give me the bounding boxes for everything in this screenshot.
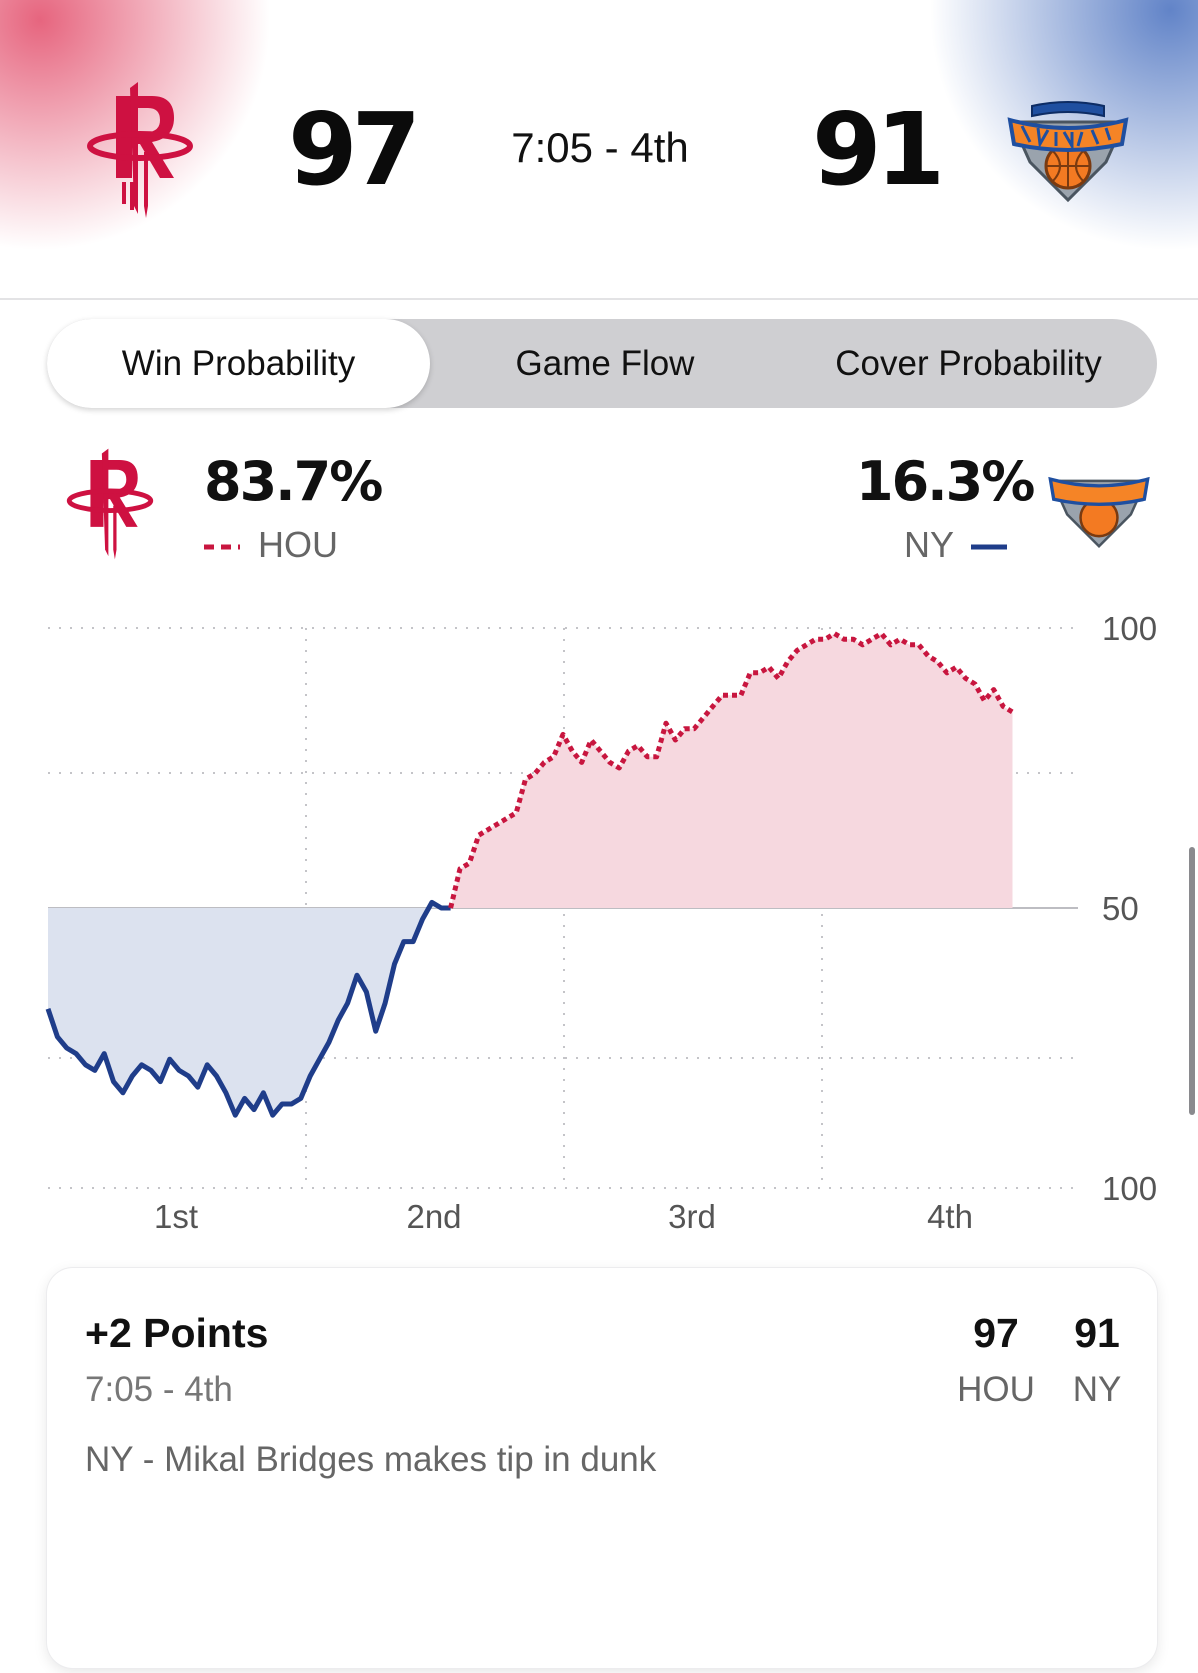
x-tick-label: 2nd: [406, 1198, 461, 1235]
x-tick-label: 3rd: [668, 1198, 716, 1235]
series-line-hou: [45, 899, 451, 1118]
scoreboard-header: 97 7:05 - 4th 91: [0, 0, 1198, 300]
home-team-abbr: HOU: [258, 524, 339, 565]
y-tick-label: 50: [1102, 890, 1139, 927]
scrollbar[interactable]: [1189, 847, 1195, 1115]
tab-cover-probability[interactable]: Cover Probability: [835, 344, 1102, 383]
win-probability-chart: 100 50 100 1st 2nd 3rd 4th: [45, 610, 1157, 1235]
play-description: NY - Mikal Bridges makes tip in dunk: [85, 1440, 657, 1479]
series-line-hou-dashed: [448, 631, 1014, 909]
x-tick-label: 4th: [927, 1198, 973, 1235]
play-away-team: NY: [1072, 1370, 1122, 1409]
away-team-abbr: NY: [904, 524, 954, 565]
play-home-score: 97: [973, 1310, 1019, 1356]
home-win-pct: 83.7%: [204, 450, 383, 513]
dashed-line-icon: [204, 544, 240, 550]
home-legend: HOU: [204, 525, 338, 565]
away-score: 91: [812, 91, 945, 208]
tab-win-probability[interactable]: Win Probability: [47, 319, 430, 408]
knicks-logo-icon[interactable]: [1006, 100, 1130, 204]
solid-line-icon: [971, 544, 1008, 550]
play-title: +2 Points: [85, 1310, 269, 1356]
knicks-small-logo-icon: [1048, 476, 1150, 549]
rockets-small-logo-icon: [66, 448, 154, 560]
x-tick-label: 1st: [154, 1198, 198, 1235]
y-tick-label: 100: [1102, 610, 1157, 647]
away-area-fill: [48, 902, 451, 1116]
game-clock: 7:05 - 4th: [511, 124, 689, 171]
y-tick-label: 100: [1102, 1170, 1157, 1207]
away-legend: NY: [904, 524, 1008, 565]
play-card[interactable]: +2 Points 7:05 - 4th NY - Mikal Bridges …: [47, 1268, 1157, 1668]
home-area-fill: [450, 633, 1013, 908]
play-time: 7:05 - 4th: [85, 1370, 233, 1409]
rockets-logo-icon[interactable]: [86, 82, 194, 218]
play-home-team: HOU: [957, 1370, 1035, 1409]
win-probability-panel: Win Probability Game Flow Cover Probabil…: [0, 300, 1198, 1673]
view-tabs: Win Probability Game Flow Cover Probabil…: [47, 319, 1157, 408]
away-win-pct: 16.3%: [856, 450, 1035, 513]
home-score: 97: [288, 91, 421, 208]
tab-game-flow[interactable]: Game Flow: [515, 344, 695, 383]
play-away-score: 91: [1074, 1310, 1120, 1356]
